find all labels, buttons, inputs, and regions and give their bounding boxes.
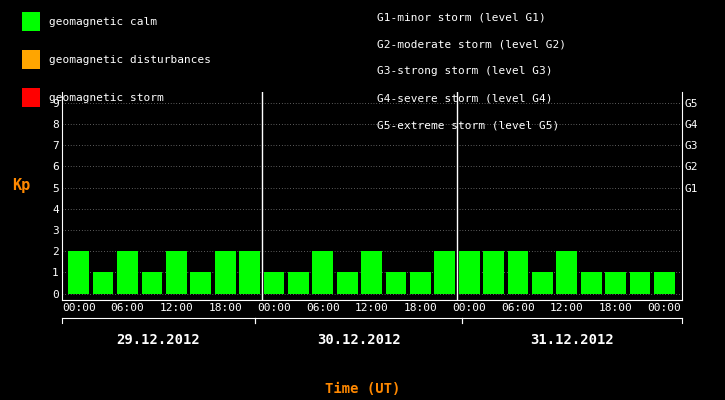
Bar [117, 251, 138, 294]
Bar [288, 272, 309, 294]
Text: G5-extreme storm (level G5): G5-extreme storm (level G5) [377, 121, 559, 131]
Bar [264, 272, 284, 294]
Bar [93, 272, 114, 294]
Bar [605, 272, 626, 294]
Bar [215, 251, 236, 294]
Text: 30.12.2012: 30.12.2012 [317, 333, 400, 347]
Bar [141, 272, 162, 294]
Text: G4-severe storm (level G4): G4-severe storm (level G4) [377, 94, 552, 104]
Text: 29.12.2012: 29.12.2012 [117, 333, 200, 347]
Text: Time (UT): Time (UT) [325, 382, 400, 396]
Bar [581, 272, 602, 294]
Bar [434, 251, 455, 294]
Bar [191, 272, 211, 294]
Bar [337, 272, 357, 294]
Bar [68, 251, 89, 294]
Bar [361, 251, 382, 294]
Bar [484, 251, 504, 294]
Bar [629, 272, 650, 294]
Text: Kp: Kp [12, 178, 30, 193]
Bar [166, 251, 187, 294]
Bar [239, 251, 260, 294]
Bar [312, 251, 333, 294]
Bar [386, 272, 406, 294]
Bar [410, 272, 431, 294]
Text: geomagnetic storm: geomagnetic storm [49, 93, 163, 103]
Text: G1-minor storm (level G1): G1-minor storm (level G1) [377, 12, 546, 22]
Text: 31.12.2012: 31.12.2012 [530, 333, 613, 347]
Bar [507, 251, 529, 294]
Text: G2-moderate storm (level G2): G2-moderate storm (level G2) [377, 39, 566, 49]
Bar [654, 272, 675, 294]
Text: geomagnetic calm: geomagnetic calm [49, 17, 157, 26]
Text: G3-strong storm (level G3): G3-strong storm (level G3) [377, 66, 552, 76]
Bar [556, 251, 577, 294]
Bar [532, 272, 552, 294]
Bar [459, 251, 479, 294]
Text: geomagnetic disturbances: geomagnetic disturbances [49, 55, 210, 65]
